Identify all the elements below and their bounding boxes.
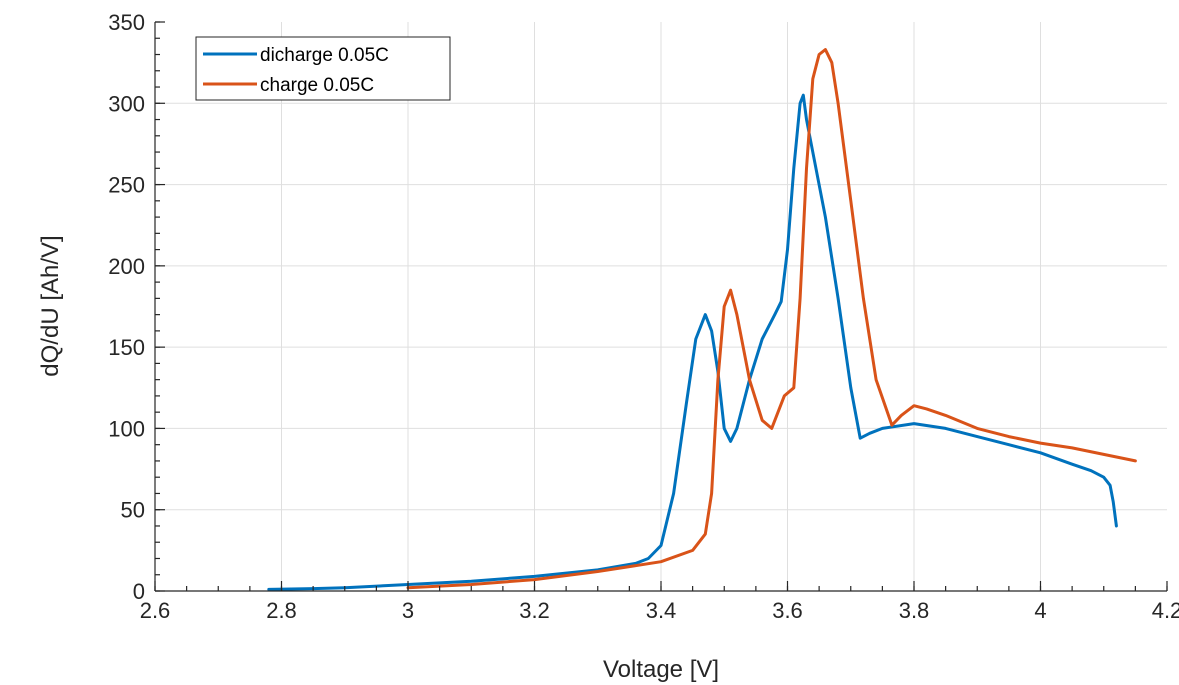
series-group	[267, 48, 1137, 591]
y-tick-label: 200	[108, 254, 145, 279]
axes	[154, 21, 1168, 592]
x-tick-label: 4	[1034, 598, 1046, 623]
y-tick-label: 0	[133, 579, 145, 604]
y-tick-label: 50	[121, 498, 145, 523]
x-tick-label: 3.2	[519, 598, 550, 623]
x-tick-label: 4.2	[1152, 598, 1179, 623]
legend-box	[195, 36, 451, 101]
tick-labels: 2.6 2.8 3 3.2 3.4 3.6 3.8 4 4.2 0 50 100 150 200 250 30…	[108, 10, 1179, 623]
series-line-charge	[406, 48, 1137, 590]
y-tick-label: 250	[108, 173, 145, 198]
x-tick-label: 2.8	[266, 598, 297, 623]
series-line-discharge	[267, 93, 1118, 591]
x-tick-label: 3.8	[899, 598, 930, 623]
y-axis-title: dQ/dU [Ah/V]	[37, 235, 64, 376]
x-tick-label: 2.6	[140, 598, 171, 623]
legend-label-discharge: dicharge 0.05C	[260, 45, 389, 66]
y-tick-label: 350	[108, 10, 145, 35]
x-axis-title: Voltage [V]	[603, 656, 719, 683]
y-tick-label: 300	[108, 91, 145, 116]
x-tick-label: 3	[402, 598, 414, 623]
y-tick-label: 100	[108, 416, 145, 441]
x-tick-label: 3.4	[646, 598, 677, 623]
grid	[155, 22, 1167, 591]
legend: dicharge 0.05C charge 0.05C	[195, 36, 451, 101]
legend-label-charge: charge 0.05C	[260, 75, 374, 96]
x-tick-label: 3.6	[772, 598, 803, 623]
y-tick-label: 150	[108, 335, 145, 360]
